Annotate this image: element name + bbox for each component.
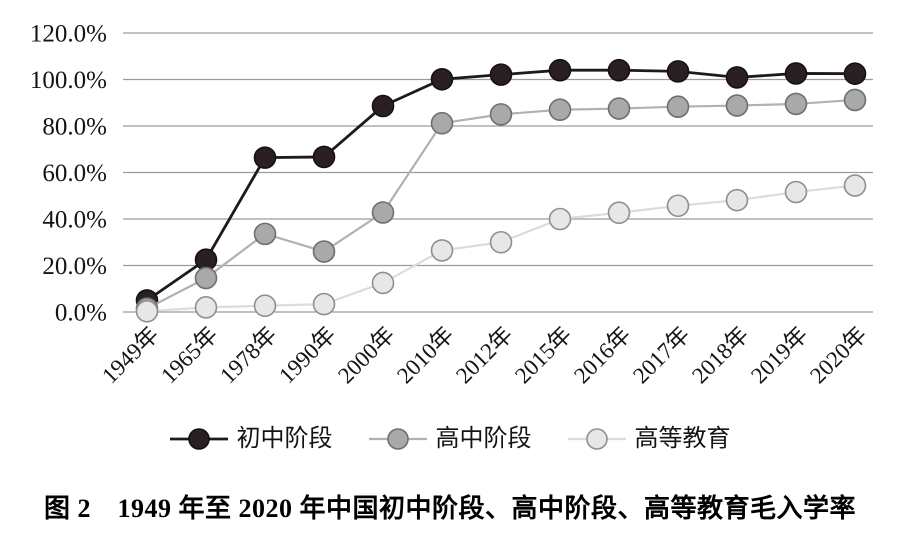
x-axis-tick-label: 1949年 <box>97 322 163 388</box>
legend-label: 高中阶段 <box>435 426 532 452</box>
legend-marker-icon <box>169 428 228 450</box>
data-point-marker-higher-education <box>489 230 513 254</box>
y-axis-tick-label: 100.0% <box>30 67 107 94</box>
data-point-marker-junior-secondary <box>548 58 572 82</box>
data-point-marker-higher-education <box>548 207 572 231</box>
data-point-marker-junior-secondary <box>607 58 631 82</box>
y-axis-tick-label: 20.0% <box>42 253 107 280</box>
data-point-marker-higher-education <box>253 294 277 318</box>
data-point-marker-higher-education <box>784 180 808 204</box>
x-axis-tick-label: 2020年 <box>805 322 871 388</box>
data-point-marker-junior-secondary <box>253 146 277 169</box>
x-axis-tick-label: 2010年 <box>392 322 458 388</box>
legend-item-junior-secondary: 初中阶段 <box>169 426 333 452</box>
data-point-marker-senior-secondary <box>784 92 808 116</box>
data-point-marker-higher-education <box>725 188 749 212</box>
x-axis-tick-label: 2019年 <box>746 322 812 388</box>
x-axis-tick-label: 2017年 <box>628 322 694 388</box>
x-axis-tick-label: 2000年 <box>333 322 399 388</box>
legend-marker-icon <box>368 428 427 450</box>
legend-item-higher-education: 高等教育 <box>567 426 731 452</box>
data-point-marker-senior-secondary <box>253 222 277 246</box>
data-point-marker-junior-secondary <box>725 66 749 89</box>
data-point-marker-junior-secondary <box>489 63 513 86</box>
x-axis-tick-label: 2016年 <box>569 322 635 388</box>
y-axis-tick-label: 40.0% <box>42 207 107 234</box>
chart-legend: 初中阶段 高中阶段 高等教育 <box>0 426 900 452</box>
x-axis-tick-label: 1978年 <box>215 322 281 388</box>
data-point-marker-higher-education <box>135 300 159 323</box>
x-axis-tick-label: 2012年 <box>451 322 517 388</box>
data-point-marker-senior-secondary <box>371 201 395 224</box>
data-point-marker-higher-education <box>312 292 336 316</box>
y-axis-tick-label: 60.0% <box>42 160 107 187</box>
data-point-marker-junior-secondary <box>371 94 395 118</box>
data-point-marker-junior-secondary <box>666 60 690 83</box>
legend-item-senior-secondary: 高中阶段 <box>368 426 532 452</box>
data-point-marker-senior-secondary <box>489 103 513 126</box>
figure-caption: 图 2 1949 年至 2020 年中国初中阶段、高中阶段、高等教育毛入学率 <box>43 494 856 523</box>
series-line-senior-secondary <box>146 98 856 310</box>
data-point-marker-junior-secondary <box>312 145 336 169</box>
data-point-marker-higher-education <box>666 194 690 218</box>
data-point-marker-higher-education <box>607 201 631 225</box>
legend-label: 高等教育 <box>634 426 731 452</box>
data-point-marker-junior-secondary <box>843 62 867 85</box>
x-axis-tick-label: 2018年 <box>687 322 753 388</box>
data-point-marker-senior-secondary <box>430 111 454 135</box>
data-point-marker-higher-education <box>194 296 218 319</box>
y-axis-tick-label: 120.0% <box>30 21 107 48</box>
legend-marker-icon <box>567 428 626 450</box>
enrollment-line-chart: 0.0% 20.0% 40.0% 60.0% 80.0% 100.0% 120.0% 1949… <box>30 21 873 388</box>
legend-label: 初中阶段 <box>236 426 333 452</box>
data-point-marker-senior-secondary <box>725 94 749 117</box>
data-point-marker-senior-secondary <box>194 266 218 290</box>
data-point-marker-senior-secondary <box>843 88 867 112</box>
y-axis-tick-label: 0.0% <box>55 300 107 327</box>
data-point-marker-senior-secondary <box>607 97 631 120</box>
data-point-marker-senior-secondary <box>666 95 690 119</box>
data-point-marker-junior-secondary <box>430 67 454 91</box>
data-point-marker-higher-education <box>430 239 454 262</box>
x-axis-tick-label: 1990年 <box>274 322 340 388</box>
data-point-marker-higher-education <box>371 271 395 295</box>
x-axis-tick-label: 1965年 <box>156 322 222 388</box>
x-axis-tick-label: 2015年 <box>510 322 576 388</box>
data-point-marker-senior-secondary <box>312 240 336 263</box>
data-point-marker-senior-secondary <box>548 98 572 122</box>
data-point-marker-junior-secondary <box>784 62 808 85</box>
data-point-marker-higher-education <box>843 174 867 197</box>
y-axis-tick-label: 80.0% <box>42 114 107 141</box>
